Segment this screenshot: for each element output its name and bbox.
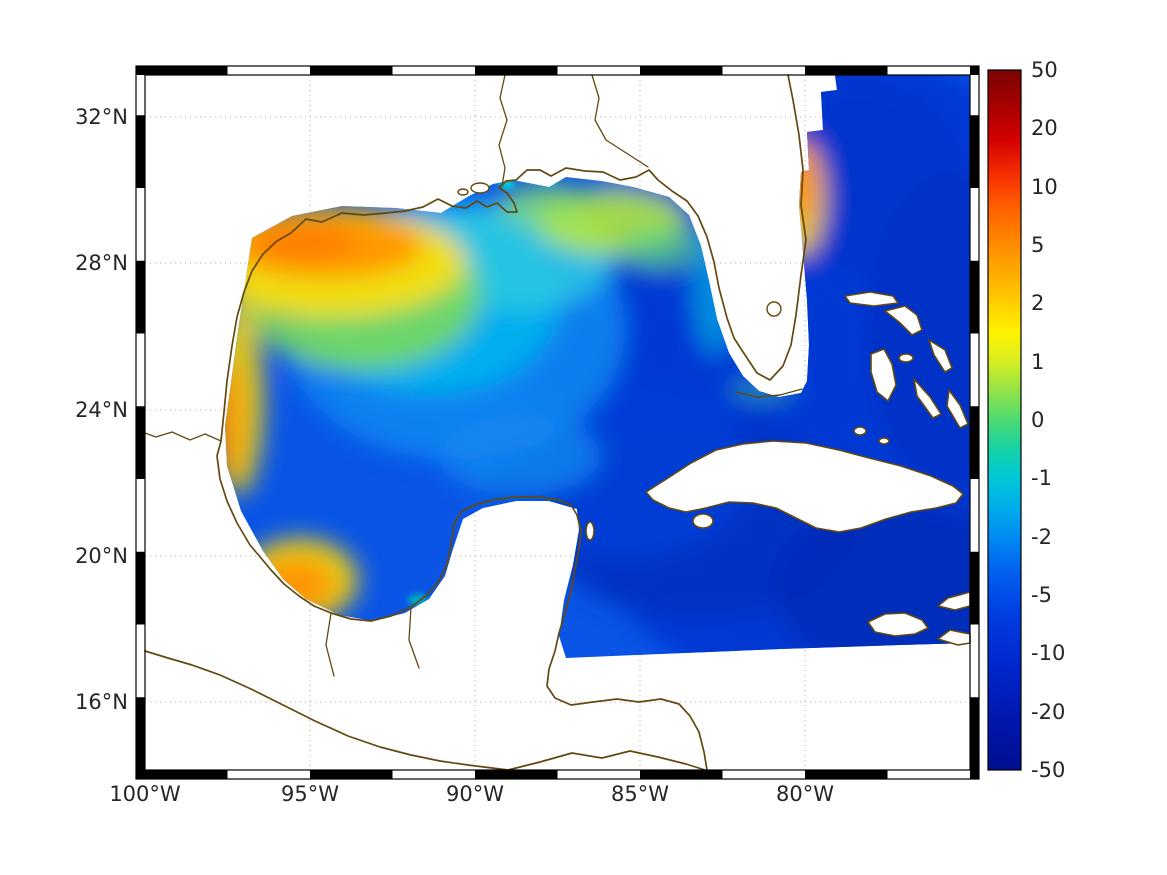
cuba-island bbox=[645, 440, 964, 533]
colorbar-tick-label: -2 bbox=[1031, 525, 1052, 549]
lat-tick-label: 28°N bbox=[75, 251, 128, 275]
lon-tick-label: 85°W bbox=[611, 782, 669, 806]
mississippi-river bbox=[498, 74, 508, 187]
coastlines bbox=[144, 74, 807, 771]
lat-tick-label: 32°N bbox=[75, 105, 128, 129]
usumacinta-river bbox=[408, 606, 420, 669]
pacific-coastline bbox=[144, 650, 509, 771]
colorbar: 50 20 10 5 2 1 0 -1 -2 -5 -10 -20 -50 bbox=[987, 58, 1065, 782]
bahamas-island bbox=[913, 378, 942, 419]
florida-keys-chain bbox=[735, 388, 803, 398]
heatmap-field bbox=[225, 75, 970, 658]
isla-juventud-island bbox=[692, 513, 714, 529]
central-america-pacific-coastline bbox=[507, 750, 706, 771]
colorbar-tick-label: -10 bbox=[1031, 641, 1065, 665]
coastal-lake bbox=[457, 188, 469, 196]
lon-tick-label: 100°W bbox=[109, 782, 181, 806]
grijalva-river bbox=[325, 612, 335, 677]
lake-pontchartrain bbox=[470, 182, 490, 194]
lon-tick-label: 90°W bbox=[446, 782, 504, 806]
lat-tick-label: 16°N bbox=[75, 690, 128, 714]
colorbar-tick-label: -1 bbox=[1031, 466, 1052, 490]
lake-okeechobee bbox=[766, 301, 782, 317]
colorbar-tick-label: 1 bbox=[1031, 350, 1044, 374]
bahamas-island bbox=[898, 353, 914, 363]
rio-grande-river bbox=[144, 431, 222, 442]
lat-tick-label: 24°N bbox=[75, 398, 128, 422]
bahamas-island bbox=[884, 305, 923, 336]
colorbar-gradient bbox=[987, 69, 1022, 771]
colorbar-tick-label: -20 bbox=[1031, 700, 1065, 724]
bahamas-island bbox=[946, 389, 969, 429]
x-axis-tick-labels: 100°W 95°W 90°W 85°W 80°W bbox=[109, 782, 834, 806]
bahamas-island bbox=[870, 348, 897, 402]
colorbar-tick-label: 10 bbox=[1031, 175, 1058, 199]
bahamas-island bbox=[928, 339, 953, 373]
cozumel-island bbox=[585, 521, 595, 541]
colorbar-tick-label: 0 bbox=[1031, 408, 1044, 432]
colorbar-tick-label: 20 bbox=[1031, 116, 1058, 140]
map-frame bbox=[135, 65, 980, 780]
lon-tick-label: 95°W bbox=[281, 782, 339, 806]
bahamas-island bbox=[853, 426, 867, 436]
bahamas-island bbox=[878, 437, 890, 445]
lon-tick-label: 80°W bbox=[776, 782, 834, 806]
islands bbox=[585, 291, 971, 646]
colorbar-tick-label: -5 bbox=[1031, 583, 1052, 607]
lat-tick-label: 20°N bbox=[75, 544, 128, 568]
colorbar-tick-labels: 50 20 10 5 2 1 0 -1 -2 -5 -10 -20 -50 bbox=[1031, 58, 1065, 782]
continent-coastline bbox=[216, 74, 807, 771]
colorbar-tick-label: 50 bbox=[1031, 58, 1058, 82]
colorbar-tick-label: 2 bbox=[1031, 291, 1044, 315]
jamaica-island bbox=[867, 612, 929, 637]
bahamas-island bbox=[844, 291, 899, 307]
colorbar-tick-label: -50 bbox=[1031, 758, 1065, 782]
lakes bbox=[457, 182, 782, 317]
apalachicola-river bbox=[591, 74, 649, 168]
colorbar-tick-label: 5 bbox=[1031, 233, 1044, 257]
y-axis-tick-labels: 32°N 28°N 24°N 20°N 16°N bbox=[75, 105, 128, 714]
